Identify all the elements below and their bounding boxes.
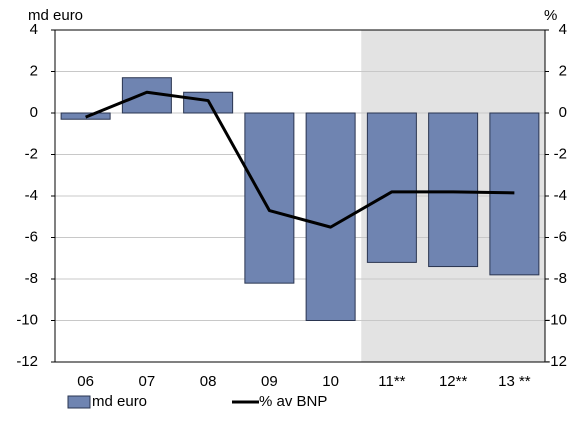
x-tick-label: 08 — [200, 373, 217, 390]
y2-tick-label: 4 — [559, 21, 567, 38]
y-tick-label: -4 — [25, 187, 38, 204]
y2-axis-label: % — [544, 7, 557, 24]
bar — [244, 112, 295, 284]
y-axis-label: md euro — [28, 7, 83, 24]
y2-tick-label: 2 — [559, 62, 567, 79]
bar — [366, 112, 417, 263]
y2-tick-label: -4 — [554, 187, 567, 204]
y-tick-label: 4 — [30, 21, 38, 38]
y2-tick-label: -6 — [554, 228, 567, 245]
line — [85, 90, 515, 229]
y-tick-label: 0 — [30, 104, 38, 121]
y2-tick-label: 0 — [559, 104, 567, 121]
y-tick-label: -6 — [25, 228, 38, 245]
legend-label: % av BNP — [259, 393, 327, 410]
y-tick-label: -10 — [16, 311, 38, 328]
y-tick-label: -8 — [25, 270, 38, 287]
x-tick-label: 11** — [378, 373, 405, 390]
x-tick-label: 07 — [139, 373, 156, 390]
y2-tick-label: -10 — [545, 311, 567, 328]
y2-tick-label: -8 — [554, 270, 567, 287]
bar — [428, 112, 479, 268]
y-tick-label: -2 — [25, 145, 38, 162]
x-tick-label: 12** — [439, 373, 468, 390]
legend-label: md euro — [92, 393, 147, 410]
x-tick-label: 06 — [77, 373, 94, 390]
x-tick-label: 13 ** — [498, 373, 531, 390]
y-tick-label: -12 — [16, 353, 38, 370]
x-tick-label: 10 — [322, 373, 339, 390]
plot-border — [54, 29, 546, 363]
legend-swatch — [67, 395, 91, 409]
x-tick-label: 09 — [261, 373, 278, 390]
y-tick-label: 2 — [30, 62, 38, 79]
y2-tick-label: -12 — [545, 353, 567, 370]
y2-tick-label: -2 — [554, 145, 567, 162]
